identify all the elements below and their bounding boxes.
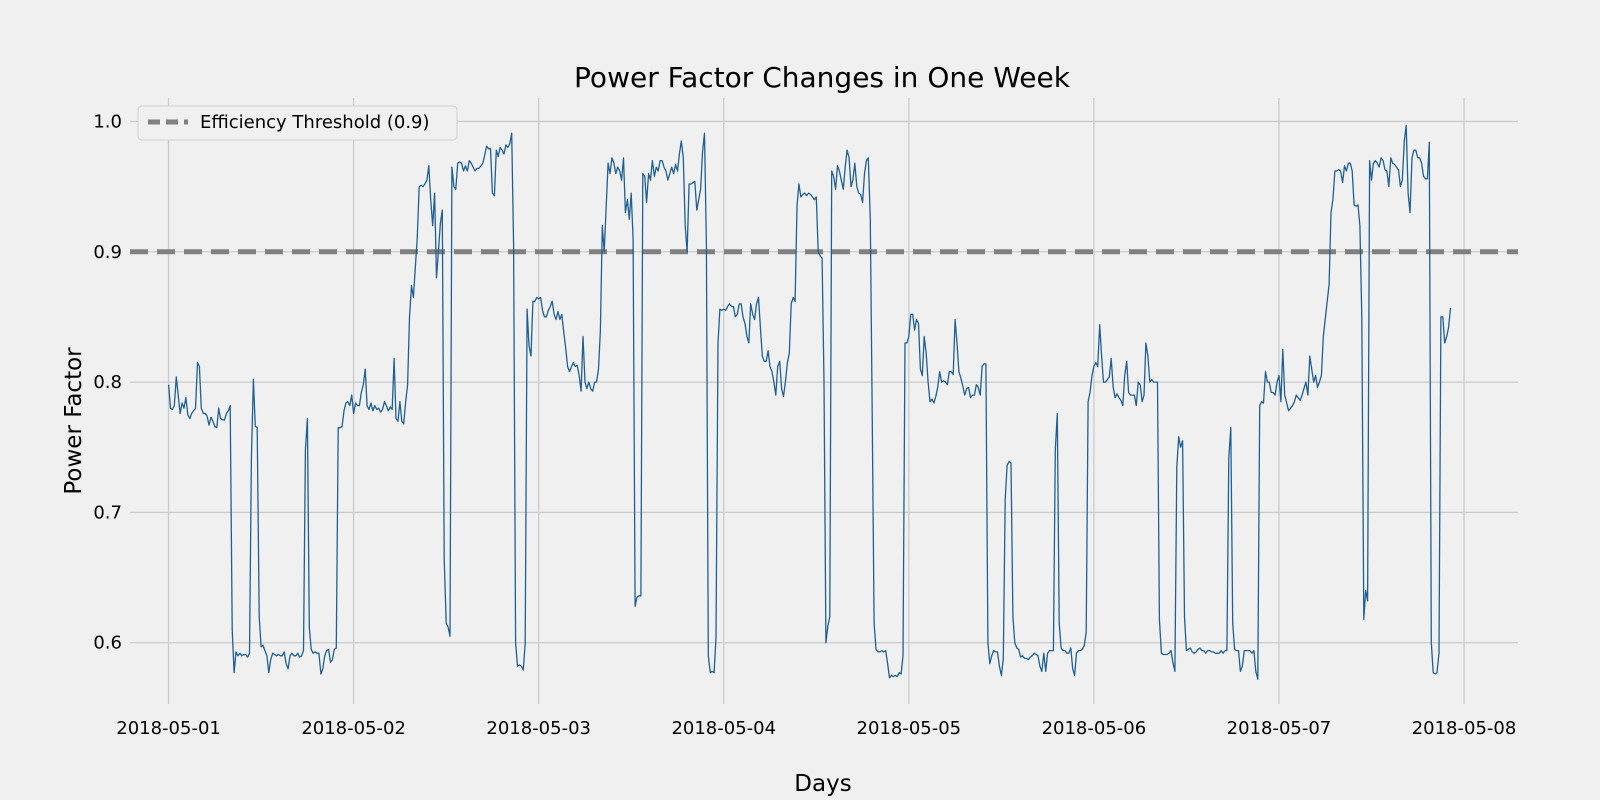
x-tick-label-0: 2018-05-01 xyxy=(116,718,221,739)
tick-labels: 2018-05-01 2018-05-02 2018-05-03 2018-05-04… xyxy=(93,111,1516,739)
y-tick-label-4: 1.0 xyxy=(93,111,122,132)
legend: Efficiency Threshold (0.9) xyxy=(137,105,458,141)
x-tick-label-2: 2018-05-03 xyxy=(486,718,591,739)
x-tick-label-5: 2018-05-06 xyxy=(1042,718,1147,739)
legend-entry-threshold: Efficiency Threshold (0.9) xyxy=(200,112,430,133)
x-tick-label-3: 2018-05-04 xyxy=(671,718,776,739)
x-tick-label-7: 2018-05-08 xyxy=(1412,718,1517,739)
x-axis-label: Days xyxy=(794,771,851,797)
y-tick-label-2: 0.8 xyxy=(93,372,122,393)
x-tick-label-1: 2018-05-02 xyxy=(301,718,406,739)
y-tick-label-1: 0.7 xyxy=(93,502,122,523)
y-tick-label-3: 0.9 xyxy=(93,242,122,263)
legend-box xyxy=(137,105,458,141)
chart-title: Power Factor Changes in One Week xyxy=(574,61,1071,94)
x-tick-label-6: 2018-05-07 xyxy=(1227,718,1332,739)
x-tick-label-4: 2018-05-05 xyxy=(857,718,962,739)
y-tick-label-0: 0.6 xyxy=(93,633,122,654)
series-layer xyxy=(167,124,1452,680)
series-line-power-factor xyxy=(167,124,1452,680)
y-axis-label: Power Factor xyxy=(61,347,87,495)
